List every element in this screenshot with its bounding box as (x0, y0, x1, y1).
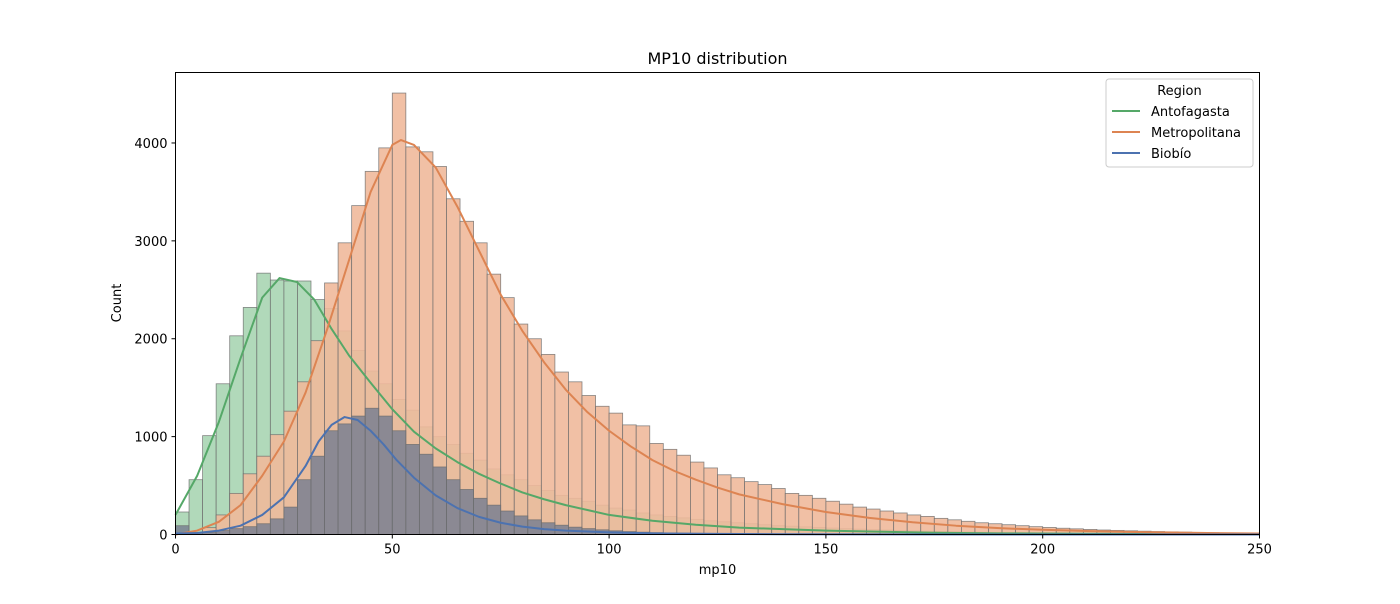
x-tick-label: 50 (384, 543, 401, 558)
bar-metropolitana (812, 498, 826, 534)
legend-label-metropolitana: Metropolitana (1151, 126, 1241, 141)
y-axis-ticks: 0 1000 2000 3000 4000 (134, 137, 175, 544)
y-tick-label: 2000 (134, 333, 167, 348)
bar-biobio (311, 456, 325, 534)
bar-metropolitana (514, 324, 528, 534)
bar-metropolitana (731, 478, 745, 535)
bar-metropolitana (772, 488, 786, 534)
x-axis-ticks: 0 50 100 150 200 250 (171, 535, 1272, 558)
bar-metropolitana (460, 221, 474, 534)
bar-biobio (447, 480, 461, 535)
bar-metropolitana (474, 243, 488, 535)
y-tick-label: 3000 (134, 235, 167, 250)
y-tick-label: 4000 (134, 137, 167, 152)
x-tick-label: 150 (813, 543, 838, 558)
bar-metropolitana (826, 501, 840, 534)
bar-metropolitana (487, 274, 501, 534)
bar-biobio (257, 524, 271, 535)
chart-title: MP10 distribution (647, 49, 787, 68)
bar-biobio (419, 454, 433, 534)
bar-metropolitana (758, 485, 772, 535)
legend-title: Region (1157, 84, 1202, 99)
bar-biobio (284, 507, 298, 534)
bar-biobio (392, 431, 406, 535)
x-tick-label: 250 (1247, 543, 1272, 558)
x-tick-label: 100 (597, 543, 622, 558)
bar-metropolitana (555, 372, 569, 534)
bar-antofagasta (216, 384, 230, 535)
bar-biobio (297, 480, 311, 535)
bar-biobio (243, 527, 257, 535)
bar-biobio (270, 519, 284, 535)
y-tick-label: 1000 (134, 431, 167, 446)
bar-biobio (338, 424, 352, 535)
x-axis-label: mp10 (699, 563, 736, 578)
bar-biobio (379, 416, 393, 534)
y-tick-label: 0 (159, 529, 167, 544)
x-tick-label: 0 (171, 543, 179, 558)
legend: Region Antofagasta Metropolitana Biobío (1106, 79, 1253, 167)
bar-metropolitana (243, 474, 257, 535)
bar-antofagasta (203, 436, 217, 535)
bars-layer (176, 93, 1260, 534)
bar-biobio (230, 529, 244, 535)
bar-biobio (352, 416, 366, 534)
bar-biobio (325, 431, 339, 535)
bar-biobio (406, 444, 420, 534)
bar-metropolitana (745, 482, 759, 535)
y-axis-label: Count (110, 284, 125, 323)
bar-metropolitana (528, 339, 542, 535)
x-tick-label: 200 (1030, 543, 1055, 558)
legend-label-biobio: Biobío (1151, 147, 1191, 162)
bar-metropolitana (799, 495, 813, 534)
bar-metropolitana (541, 354, 555, 534)
legend-label-antofagasta: Antofagasta (1151, 105, 1230, 120)
bar-metropolitana (501, 298, 515, 535)
